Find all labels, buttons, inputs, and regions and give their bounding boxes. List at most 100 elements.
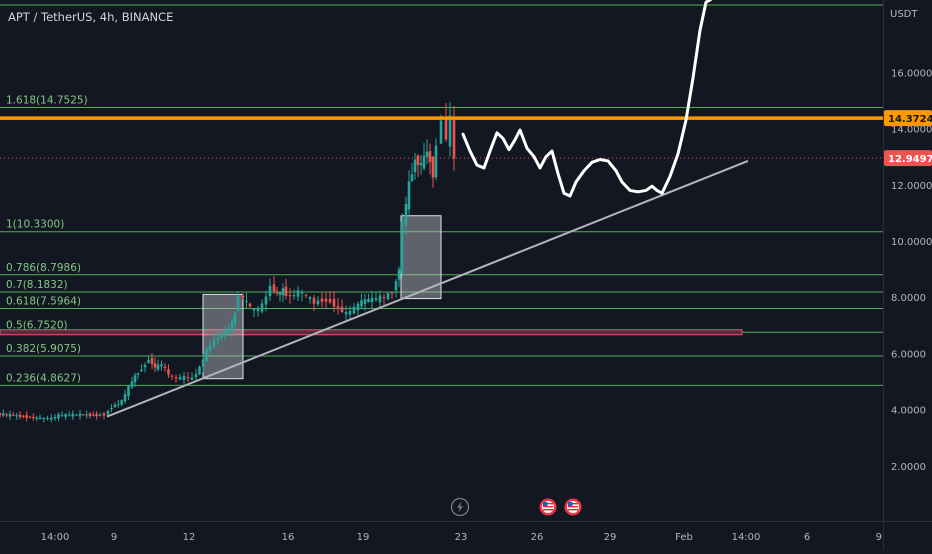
price-label-text-2: 12.9497 [888,154,932,165]
support-trendline [106,159,749,418]
candle-body [404,204,408,225]
us-flag-event-marker-1[interactable] [539,498,557,516]
lightning-event-marker[interactable] [450,497,470,517]
candle-body [136,373,140,375]
candle-body [245,301,248,303]
price-labels: 14.3724 12.9497 [884,110,932,167]
candle-body [201,359,205,367]
fib-label-0-618: 0.618(7.5964) [6,296,81,308]
candle-body [292,295,296,297]
candle-body [425,151,429,158]
candle-body [216,337,220,341]
candle-body [71,413,75,417]
candle-body [308,297,312,299]
candle-body [18,414,22,417]
candle-body [22,415,25,417]
candle-body [25,415,28,418]
candle-body [312,297,316,304]
candle-body [439,120,443,144]
fib-label-0-236: 0.236(4.8627) [6,372,81,384]
price-axis[interactable]: USDT 16.0000 14.0000 12.0000 10.0000 8.0000 6.… [890,9,932,473]
candle-body [400,221,404,274]
trendline [0,116,883,418]
candle-body [356,303,360,311]
candle-body [370,297,374,303]
projection-sketch [461,0,713,198]
candle-body [230,320,234,332]
candle-body [186,377,190,379]
candle-body [374,298,378,301]
candle-body [336,306,340,308]
time-tick-label: Feb [675,532,693,543]
candle-body [0,412,2,415]
candles [0,101,456,423]
candle-body [205,349,208,362]
fib-label-0-382: 0.382(5.9075) [6,343,81,355]
candle-body [386,293,390,300]
candle-body [15,415,18,417]
time-axis[interactable]: 14:00 9 12 16 19 23 26 29 Feb 14:00 6 9 [41,532,882,543]
candle-body [434,145,438,178]
candle-body [28,416,32,418]
candle-body [236,296,240,312]
candle-body [198,366,201,375]
candle-body [98,414,102,416]
candle-body [241,295,245,298]
projection-path [461,0,713,198]
candle-body [332,298,336,307]
candle-body [212,339,216,348]
us-flag-event-marker-2[interactable] [564,498,582,516]
candle-body [252,309,256,311]
price-tick-label: 6.0000 [891,349,926,360]
candle-body [416,155,420,166]
fib-label-0-5: 0.5(6.7520) [6,319,68,331]
candle-body [156,364,160,370]
candle-body [452,119,456,159]
candle-body [272,284,276,292]
candle-body [8,413,12,417]
candle-body [92,414,95,416]
candle-body [278,291,282,295]
fib-labels: 1.618(14.7525) 1(10.3300) 0.786(8.7986) 0.7… [6,94,88,384]
candle-body [304,294,308,296]
time-tick-label: 19 [357,532,370,543]
candle-body [143,364,147,368]
candle-body [178,377,182,380]
candle-body [46,418,49,420]
time-tick-label: 29 [604,532,617,543]
candle-body [413,159,417,173]
candle-body [428,151,432,163]
price-label-box-1 [884,110,932,127]
candle-body [160,364,163,367]
candle-body [407,181,411,210]
time-tick-label: 26 [531,532,544,543]
candle-body [296,290,300,297]
price-tick-label: 4.0000 [891,406,926,417]
fib-label-1: 1(10.3300) [6,219,64,231]
time-tick-label: 23 [455,532,468,543]
candle-body [120,400,123,405]
price-axis-unit: USDT [890,9,918,20]
candle-body [67,414,71,416]
candle-body [382,297,386,299]
candle-body [102,413,106,416]
candle-body [328,299,332,303]
candle-body [123,394,127,402]
candle-body [419,163,423,166]
candle-body [348,310,352,315]
candle-body [32,417,35,419]
candle-body [12,414,15,416]
candle-body [75,414,78,416]
candle-body [2,413,5,416]
price-tick-label: 2.0000 [891,462,926,473]
candle-body [360,300,363,307]
candle-body [264,296,268,305]
time-tick-label: 9 [876,532,882,543]
symbol-title[interactable]: APT / TetherUS, 4h, BINANCE [8,10,173,24]
candle-body [300,292,304,294]
candle-body [444,117,448,140]
candle-body [223,330,227,335]
candle-body [174,377,178,379]
candle-body [140,369,143,372]
